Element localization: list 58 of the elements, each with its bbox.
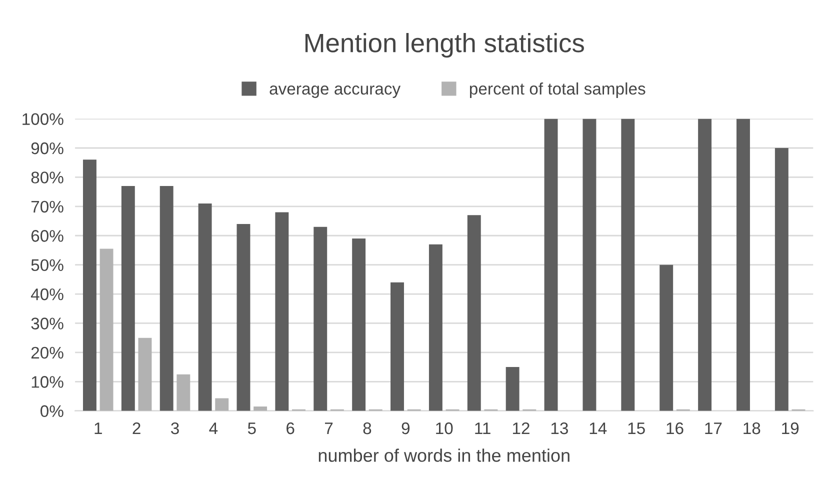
x-tick-label: 9 [402,422,410,434]
bar [621,118,635,411]
bar [467,215,481,411]
x-axis-title: number of words in the mention [318,448,570,462]
bar [582,118,596,411]
y-tick-label: 60% [31,230,64,242]
bar [428,244,442,411]
bar [215,398,229,411]
bar [236,224,250,411]
y-tick-label: 10% [32,376,64,388]
x-tick-label: 1 [94,422,102,434]
bar [254,406,268,411]
bar [176,374,190,411]
bar [390,282,404,411]
x-tick-label: 10 [436,422,453,434]
bar [774,148,788,411]
x-tick-label: 4 [209,422,218,434]
y-tick-label: 30% [31,318,64,330]
y-tick-label: 90% [31,142,64,154]
bar [82,160,96,411]
bar [352,238,366,411]
bar [100,248,114,411]
bar [660,264,674,411]
x-tick-label: 12 [512,422,530,434]
x-tick-label: 15 [628,422,645,434]
y-tick-label: 40% [30,288,64,300]
x-tick-label: 19 [782,422,799,434]
legend-label: average accuracy [270,86,401,98]
x-tick-label: 2 [132,422,140,434]
bar [275,212,289,411]
bar [121,186,135,411]
x-tick-label: 18 [744,422,760,434]
x-tick-label: 14 [590,422,607,434]
x-tick-label: 7 [325,422,333,434]
x-tick-label: 3 [171,422,179,434]
bar [198,203,212,411]
bar [160,186,174,411]
bar [506,367,520,411]
bar [314,226,328,411]
x-tick-label: 13 [551,422,568,434]
chart-title: Mention length statistics [305,33,584,58]
bar [544,118,558,411]
y-tick-label: 100% [22,113,64,126]
y-tick-label: 50% [31,259,64,272]
x-tick-label: 11 [475,422,490,434]
y-tick-label: 20% [31,346,64,359]
x-tick-label: 5 [248,422,256,434]
legend-label: percent of total samples [470,82,646,98]
y-tick-label: 70% [31,200,64,213]
x-tick-label: 8 [363,422,372,434]
bar [698,118,712,411]
y-tick-label: 0% [40,405,64,418]
y-tick-label: 80% [31,172,64,184]
bar [736,118,750,411]
x-tick-label: 17 [705,422,722,434]
x-tick-label: 16 [666,422,684,434]
x-tick-label: 6 [286,422,294,434]
bar [138,338,152,411]
